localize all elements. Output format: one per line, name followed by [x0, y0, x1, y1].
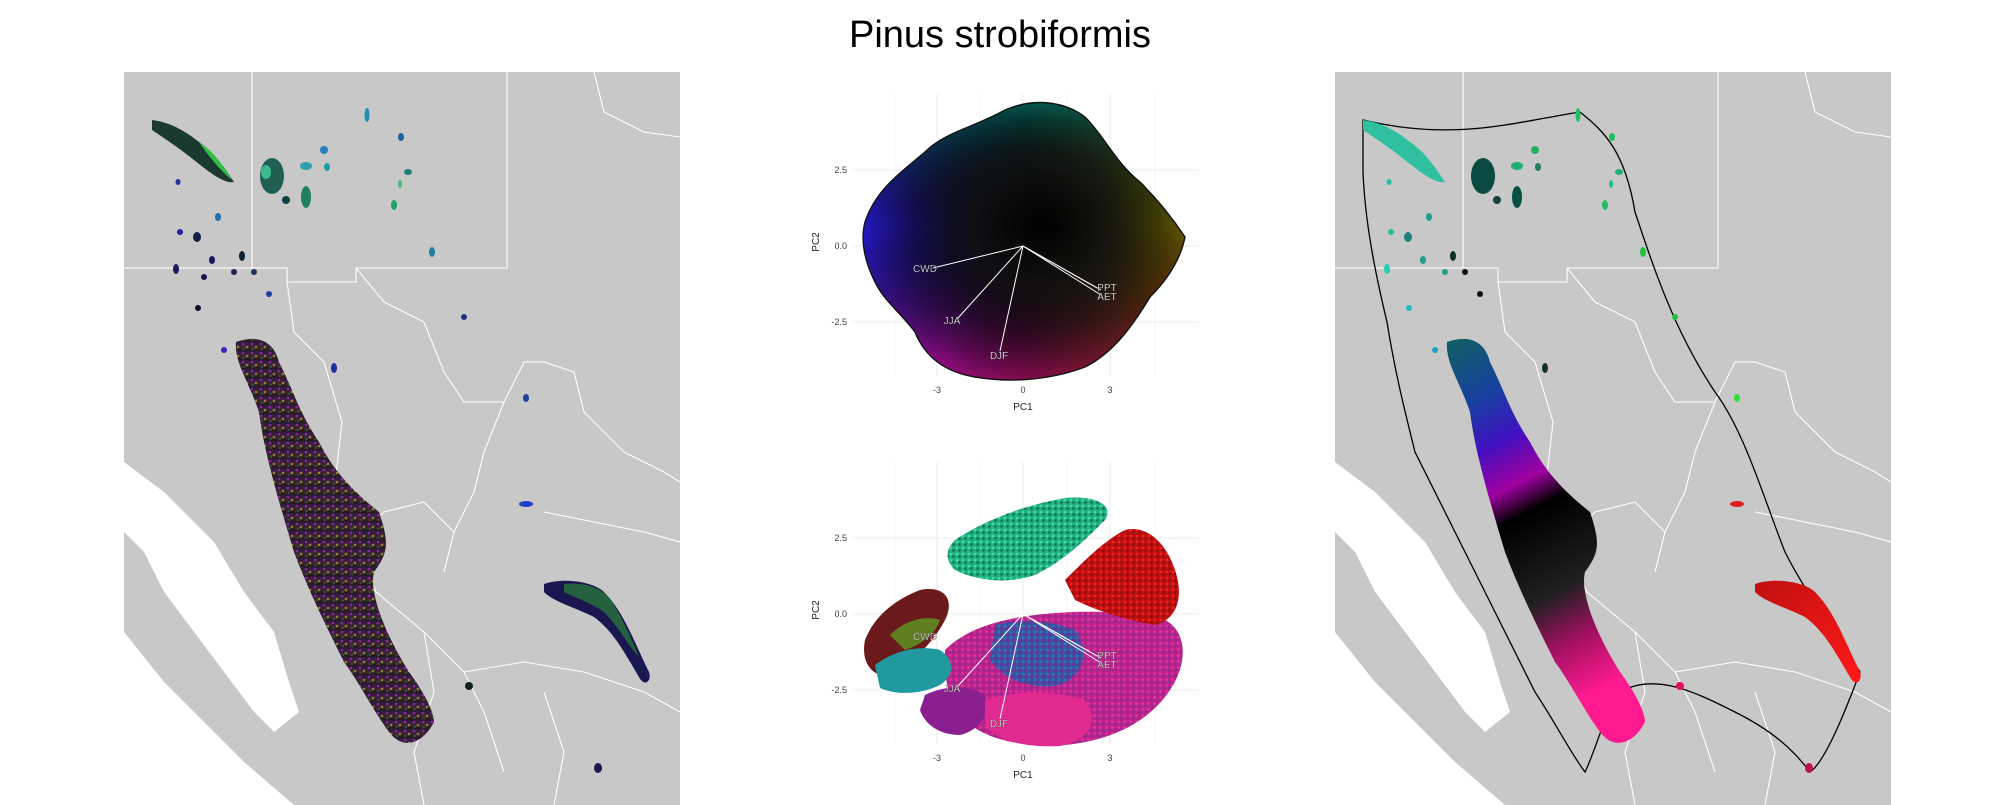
- y-axis-label: PC2: [811, 600, 822, 620]
- vector-label-djf: DJF: [990, 351, 1008, 362]
- ytick-label: 2.5: [834, 533, 847, 543]
- pacific-coast: [124, 632, 294, 805]
- map-cluster-colors: [1335, 72, 1891, 805]
- vector-label-cwd: CWD: [913, 264, 937, 275]
- gulf-of-california: [124, 462, 299, 732]
- distribution-north-1: [152, 120, 234, 183]
- ytick-label: -2.5: [831, 317, 847, 327]
- distribution-sierra-madre: [235, 338, 434, 743]
- ytick-label: 0.0: [834, 609, 847, 619]
- axis-ticks: 2.5 0.0 -2.5 -3 0 3: [831, 533, 1112, 763]
- vector-label-djf: DJF: [990, 719, 1008, 730]
- distribution-north-1: [1363, 120, 1445, 183]
- state-borders: [124, 72, 680, 805]
- vector-label-jja: JJA: [944, 684, 961, 695]
- map-climate-rgb: [124, 72, 680, 805]
- xtick-label: -3: [933, 385, 941, 395]
- pca-population-points: CWD JJA DJF PPT AET 2.5 0.0 -2.5 -3 0 3 …: [811, 462, 1199, 781]
- distribution-patches: [1363, 108, 1861, 773]
- range-hull-outline: [1362, 111, 1861, 774]
- population-point-cloud: [864, 497, 1183, 747]
- pca-vectors: [932, 613, 1102, 720]
- vector-label-ppt: PPT: [1097, 283, 1116, 294]
- x-axis-label: PC1: [1013, 402, 1033, 413]
- xtick-label: 0: [1020, 385, 1025, 395]
- ytick-label: 0.0: [834, 241, 847, 251]
- vector-label-cwd: CWD: [913, 632, 937, 643]
- vector-label-aet: AET: [1097, 660, 1116, 671]
- vector-label-jja: JJA: [944, 316, 961, 327]
- color-cloud-outline: [862, 101, 1186, 381]
- pca-vectors: [932, 245, 1102, 352]
- vector-label-aet: AET: [1097, 292, 1116, 303]
- ytick-label: -2.5: [831, 685, 847, 695]
- distribution-north-2: [1471, 158, 1495, 194]
- gulf-of-california: [1335, 462, 1510, 732]
- pacific-coast: [1335, 632, 1505, 805]
- baja-peninsula: [1335, 532, 1485, 752]
- y-axis-label: PC2: [811, 232, 822, 252]
- vector-label-ppt: PPT: [1097, 651, 1116, 662]
- ytick-label: 2.5: [834, 165, 847, 175]
- distribution-sierra-madre: [1446, 338, 1645, 743]
- axis-ticks: 2.5 0.0 -2.5 -3 0 3: [831, 165, 1112, 395]
- baja-peninsula: [124, 532, 274, 752]
- distribution-sierra-madre-oriental: [544, 580, 650, 683]
- pca-environment-color-space: CWD JJA DJF PPT AET 2.5 0.0 -2.5 -3 0 3 …: [811, 94, 1199, 413]
- xtick-label: 3: [1107, 385, 1112, 395]
- pca-vector-labels: CWD JJA DJF PPT AET: [913, 264, 1117, 362]
- distribution-patches: [152, 108, 650, 773]
- distribution-sierra-madre-oriental: [1755, 580, 1861, 683]
- xtick-label: 3: [1107, 753, 1112, 763]
- xtick-label: 0: [1020, 753, 1025, 763]
- pca-vector-labels: CWD JJA DJF PPT AET: [913, 632, 1117, 730]
- xtick-label: -3: [933, 753, 941, 763]
- page-title: Pinus strobiformis: [849, 14, 1151, 56]
- x-axis-label: PC1: [1013, 770, 1033, 781]
